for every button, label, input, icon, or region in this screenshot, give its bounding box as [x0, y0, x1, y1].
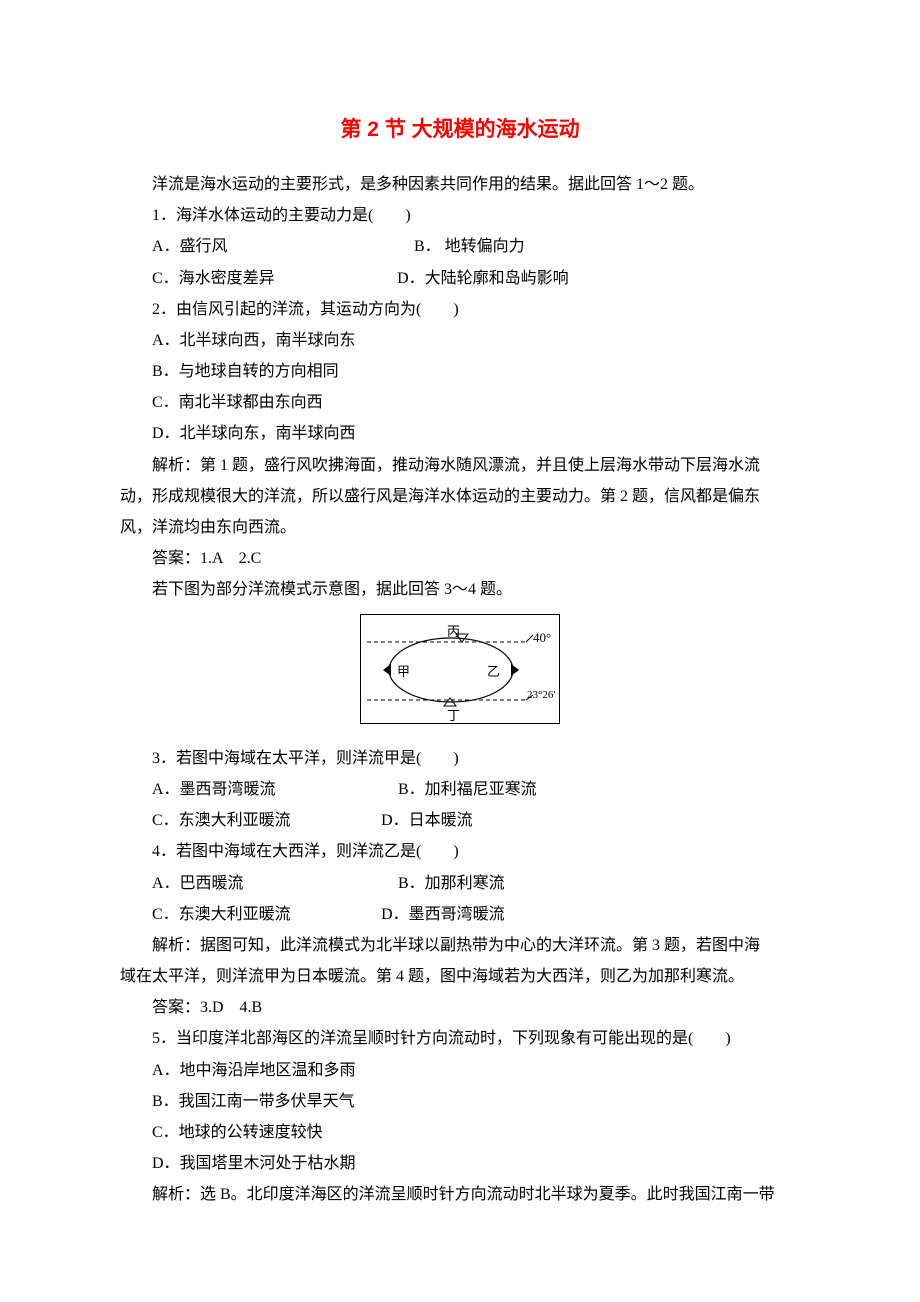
q1-row-cd: C．海水密度差异 D．大陆轮廓和岛屿影响: [120, 263, 800, 294]
label-left: 甲: [397, 659, 410, 684]
q1-opt-b: B． 地转偏向力: [382, 231, 525, 262]
q3-opt-d: D．日本暖流: [349, 805, 473, 836]
q1-row-ab: A．盛行风 B． 地转偏向力: [120, 231, 800, 262]
q2-opt-c: C．南北半球都由东向西: [120, 387, 800, 418]
ans12: 答案：1.A 2.C: [120, 543, 800, 574]
ans34: 答案：3.D 4.B: [120, 992, 800, 1023]
q3-stem: 3．若图中海域在太平洋，则洋流甲是( ): [120, 743, 800, 774]
q5-opt-a: A．地中海沿岸地区温和多雨: [120, 1055, 800, 1086]
label-lat2: 23°26′: [527, 685, 556, 706]
q5-opt-d: D．我国塔里木河处于枯水期: [120, 1148, 800, 1179]
exp34-line1: 解析：据图可知，此洋流模式为北半球以副热带为中心的大洋环流。第 3 题，若图中海: [120, 930, 800, 961]
arrow-left-icon: [383, 664, 391, 676]
q4-opt-b: B．加那利寒流: [366, 868, 505, 899]
q3-opt-b: B．加利福尼亚寒流: [366, 774, 537, 805]
q1-opt-d: D．大陆轮廓和岛屿影响: [365, 263, 569, 294]
lat1-leader: [526, 635, 533, 642]
label-bottom: 丁: [447, 703, 460, 728]
q4-row-ab: A．巴西暖流 B．加那利寒流: [120, 868, 800, 899]
current-diagram-wrap: 丙 甲 乙 丁 40° 23°26′: [120, 614, 800, 735]
exp12-line3: 风，洋流均由东向西流。: [120, 512, 800, 543]
q3-opt-a: A．墨西哥湾暖流: [152, 781, 276, 798]
q3-row-cd: C．东澳大利亚暖流 D．日本暖流: [120, 805, 800, 836]
intro-text-1: 洋流是海水运动的主要形式，是多种因素共同作用的结果。据此回答 1～2 题。: [120, 169, 800, 200]
label-right: 乙: [487, 659, 500, 684]
page-title: 第 2 节 大规模的海水运动: [120, 110, 800, 151]
q2-stem: 2．由信风引起的洋流，其运动方向为( ): [120, 294, 800, 325]
exp5: 解析：选 B。北印度洋海区的洋流呈顺时针方向流动时北半球为夏季。此时我国江南一带: [120, 1179, 800, 1210]
q1-opt-a: A．盛行风: [152, 238, 228, 255]
label-top: 丙: [447, 619, 460, 644]
q1-opt-c: C．海水密度差异: [152, 270, 275, 287]
exp12-line1: 解析：第 1 题，盛行风吹拂海面，推动海水随风漂流，并且使上层海水带动下层海水流: [120, 450, 800, 481]
q5-stem: 5．当印度洋北部海区的洋流呈顺时针方向流动时，下列现象有可能出现的是( ): [120, 1023, 800, 1054]
q5-opt-b: B．我国江南一带多伏旱天气: [120, 1086, 800, 1117]
q4-stem: 4．若图中海域在大西洋，则洋流乙是( ): [120, 836, 800, 867]
q2-opt-b: B．与地球自转的方向相同: [120, 356, 800, 387]
q2-opt-a: A．北半球向西，南半球向东: [120, 325, 800, 356]
q4-opt-a: A．巴西暖流: [152, 875, 244, 892]
label-lat1: 40°: [533, 625, 551, 650]
diagram-svg: [361, 615, 561, 725]
current-diagram: 丙 甲 乙 丁 40° 23°26′: [360, 614, 560, 724]
q4-row-cd: C．东澳大利亚暖流 D．墨西哥湾暖流: [120, 899, 800, 930]
q3-opt-c: C．东澳大利亚暖流: [152, 812, 291, 829]
intro-text-2: 若下图为部分洋流模式示意图，据此回答 3～4 题。: [120, 574, 800, 605]
q3-row-ab: A．墨西哥湾暖流 B．加利福尼亚寒流: [120, 774, 800, 805]
q4-opt-c: C．东澳大利亚暖流: [152, 906, 291, 923]
arrow-right-icon: [511, 664, 519, 676]
q4-opt-d: D．墨西哥湾暖流: [349, 899, 505, 930]
q1-stem: 1．海洋水体运动的主要动力是( ): [120, 200, 800, 231]
exp34-line2: 域在太平洋，则洋流甲为日本暖流。第 4 题，图中海域若为大西洋，则乙为加那利寒流…: [120, 961, 800, 992]
q2-opt-d: D．北半球向东，南半球向西: [120, 418, 800, 449]
exp12-line2: 动，形成规模很大的洋流，所以盛行风是海洋水体运动的主要动力。第 2 题，信风都是…: [120, 481, 800, 512]
q5-opt-c: C．地球的公转速度较快: [120, 1117, 800, 1148]
